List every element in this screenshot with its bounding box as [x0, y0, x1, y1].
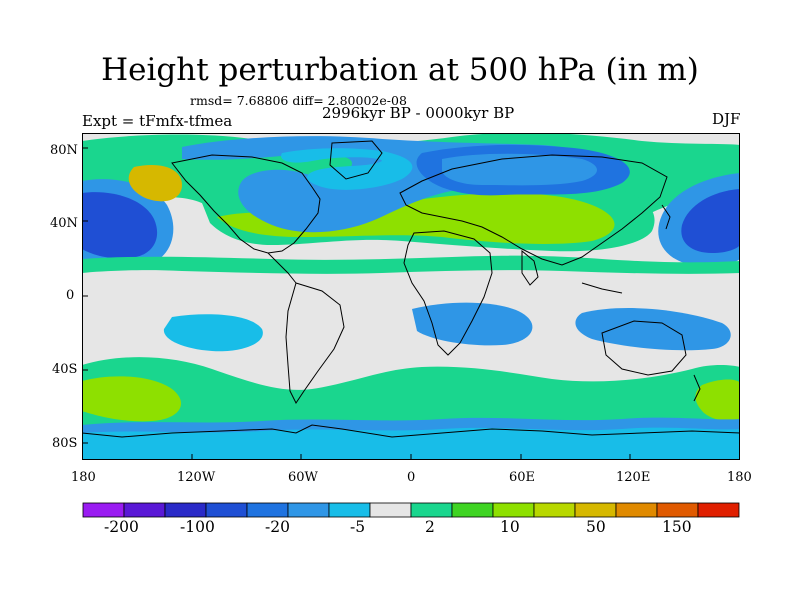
colorbar-box-7: [369, 502, 412, 518]
eurasia-coast: [399, 154, 668, 266]
tropical-green-strip: [82, 255, 740, 274]
season-label: DJF: [712, 110, 741, 128]
colorbar-label-neg5: -5: [350, 518, 366, 536]
lon-label-180e: 180: [727, 470, 752, 485]
colorbar: [82, 502, 740, 518]
colorbar-label-50: 50: [586, 518, 606, 536]
colorbar-box-12: [574, 502, 617, 518]
india-coast: [521, 249, 539, 286]
indonesia-coast: [581, 282, 623, 294]
lon-label-180w: 180: [71, 470, 96, 485]
greenland-coast: [329, 140, 383, 180]
colorbar-box-2: [164, 502, 207, 518]
pacific-low-west-core: [82, 192, 158, 259]
lat-label-eq: 0: [66, 288, 75, 303]
africa-coast: [403, 230, 493, 356]
colorbar-box-1: [123, 502, 166, 518]
colorbar-box-6: [328, 502, 371, 518]
new-zealand-coast: [693, 374, 701, 402]
siberia-mid-blue: [442, 153, 597, 186]
south-america-coast: [285, 282, 345, 404]
lon-label-60w: 60W: [288, 470, 318, 485]
central-america-coast: [267, 252, 297, 284]
lon-label-0: 0: [407, 470, 416, 485]
period-label: 2996kyr BP - 0000kyr BP: [322, 104, 515, 122]
colorbar-box-8: [410, 502, 453, 518]
colorbar-label-10: 10: [500, 518, 520, 536]
lat-label-40n: 40N: [50, 216, 78, 231]
height-perturbation-map: [82, 133, 740, 460]
lon-label-60e: 60E: [509, 470, 536, 485]
australia-coast: [601, 320, 687, 376]
south-east-yellowgreen: [695, 379, 740, 421]
pacific-low-east-core: [681, 189, 740, 253]
lat-label-40s: 40S: [52, 362, 78, 377]
lat-label-80s: 80S: [52, 436, 78, 451]
south-pacific-cyan: [163, 314, 263, 352]
indian-ocean-blue: [412, 302, 533, 346]
lat-label-80n: 80N: [50, 143, 78, 158]
lon-label-120e: 120E: [616, 470, 651, 485]
alaska-high-orange: [128, 165, 182, 202]
colorbar-label-neg20: -20: [265, 518, 290, 536]
japan-coast: [661, 204, 671, 230]
north-america-coast: [171, 154, 321, 254]
south-pacific-yellowgreen: [82, 376, 182, 422]
colorbar-box-13: [615, 502, 658, 518]
colorbar-boxes: [82, 502, 740, 518]
colorbar-box-15: [697, 502, 740, 518]
southern-ocean-cyan: [82, 427, 740, 460]
colorbar-box-0: [82, 502, 125, 518]
colorbar-label-150: 150: [662, 518, 692, 536]
colorbar-box-9: [451, 502, 494, 518]
stats-text: rmsd= 7.68806 diff= 2.80002e-08: [190, 93, 407, 108]
coastlines: [82, 140, 740, 438]
antarctica-coast: [82, 424, 740, 438]
colorbar-box-11: [533, 502, 576, 518]
colorbar-box-5: [287, 502, 330, 518]
plot-title: Height perturbation at 500 hPa (in m): [101, 52, 699, 88]
colorbar-label-neg100: -100: [180, 518, 215, 536]
colorbar-box-3: [205, 502, 248, 518]
colorbar-label-neg200: -200: [104, 518, 139, 536]
colorbar-label-2: 2: [425, 518, 435, 536]
map-frame: [82, 133, 740, 460]
lon-label-120w: 120W: [177, 470, 216, 485]
experiment-label: Expt = tFmfx-tfmea: [82, 112, 233, 130]
colorbar-box-4: [246, 502, 289, 518]
colorbar-box-10: [492, 502, 535, 518]
australia-blue: [575, 308, 731, 351]
southern-green-band: [82, 357, 740, 433]
colorbar-box-14: [656, 502, 699, 518]
contour-field: [82, 133, 740, 460]
arctic-light-blue: [281, 148, 413, 190]
